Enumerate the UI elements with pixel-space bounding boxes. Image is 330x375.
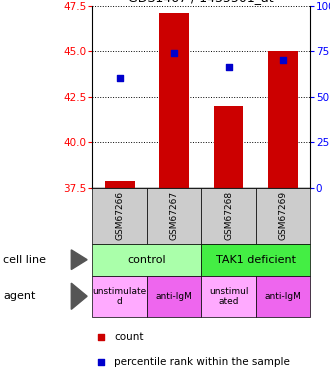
FancyBboxPatch shape xyxy=(201,188,256,244)
Text: agent: agent xyxy=(3,291,36,301)
Point xyxy=(98,334,104,340)
FancyBboxPatch shape xyxy=(92,276,147,317)
Text: count: count xyxy=(114,332,144,342)
Bar xyxy=(159,13,189,188)
Point xyxy=(280,57,286,63)
Bar xyxy=(268,51,298,188)
Text: GSM67269: GSM67269 xyxy=(279,191,287,240)
Point xyxy=(117,75,122,81)
Point xyxy=(226,64,231,70)
Text: cell line: cell line xyxy=(3,255,46,265)
Title: GDS1467 / 1435501_at: GDS1467 / 1435501_at xyxy=(128,0,274,4)
Polygon shape xyxy=(71,283,87,309)
Point xyxy=(98,359,104,365)
Text: control: control xyxy=(127,255,166,265)
Point xyxy=(172,50,177,56)
FancyBboxPatch shape xyxy=(147,188,201,244)
Bar xyxy=(105,181,135,188)
Text: anti-IgM: anti-IgM xyxy=(265,292,301,301)
FancyBboxPatch shape xyxy=(201,276,256,317)
FancyBboxPatch shape xyxy=(256,188,310,244)
Text: unstimulate
d: unstimulate d xyxy=(92,286,147,306)
FancyBboxPatch shape xyxy=(201,244,310,276)
FancyBboxPatch shape xyxy=(256,276,310,317)
Text: GSM67266: GSM67266 xyxy=(115,191,124,240)
Text: unstimul
ated: unstimul ated xyxy=(209,286,248,306)
Polygon shape xyxy=(71,250,87,270)
Text: anti-IgM: anti-IgM xyxy=(156,292,192,301)
FancyBboxPatch shape xyxy=(147,276,201,317)
Text: GSM67268: GSM67268 xyxy=(224,191,233,240)
Text: percentile rank within the sample: percentile rank within the sample xyxy=(114,357,290,368)
FancyBboxPatch shape xyxy=(92,244,201,276)
Bar xyxy=(214,106,244,188)
Text: GSM67267: GSM67267 xyxy=(170,191,179,240)
Text: TAK1 deficient: TAK1 deficient xyxy=(216,255,296,265)
FancyBboxPatch shape xyxy=(92,188,147,244)
